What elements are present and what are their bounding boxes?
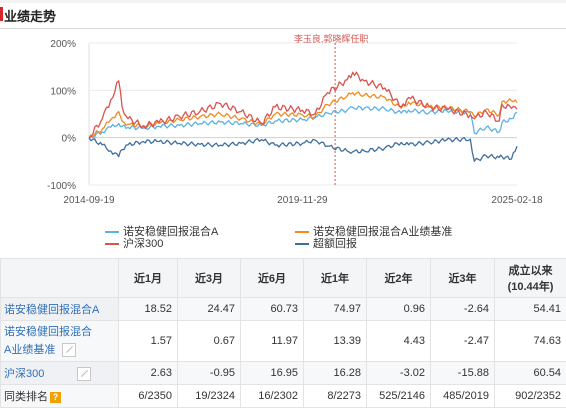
x-tick-label: 2019-11-29 <box>277 195 328 206</box>
legend-label-csi300: 沪深300 <box>123 238 163 250</box>
y-tick-label: -100% <box>47 181 76 192</box>
legend-swatch-csi300 <box>105 243 119 245</box>
table-cell: 74.97 <box>304 298 367 321</box>
table-cell: -15.88 <box>431 362 495 385</box>
table-cell: -3.02 <box>367 362 431 385</box>
header-1m[interactable]: 近1月 <box>119 259 178 298</box>
header-since-years: (10.44年) <box>500 278 561 294</box>
row-name-rank-label: 同类排名 <box>4 391 48 403</box>
row-name-csi300[interactable]: 沪深300 <box>1 362 119 385</box>
table-cell: 8/2273 <box>304 385 367 408</box>
row-name-benchmark-line1: 诺安稳健回报混合 <box>4 326 92 338</box>
table-cell: 525/2146 <box>367 385 431 408</box>
header-since-label: 成立以来 <box>500 262 561 278</box>
section-title: 业绩走势 <box>4 6 56 25</box>
table-header-row: 近1月 近3月 近6月 近1年 近2年 近3年 成立以来 (10.44年) <box>1 259 566 298</box>
legend-label-fund: 诺安稳健回报混合A <box>123 226 218 238</box>
manager-change-label: 李玉良,郭晓辉任职 <box>294 33 369 44</box>
table-corner-cell <box>1 259 119 298</box>
y-tick-label: 200% <box>50 39 76 50</box>
y-tick-label: 0% <box>62 134 77 145</box>
table-cell: 18.52 <box>119 298 178 321</box>
table-cell: -0.95 <box>178 362 241 385</box>
edit-index-icon[interactable] <box>77 367 91 381</box>
table-cell: 485/2019 <box>431 385 495 408</box>
legend-swatch-fund <box>105 231 119 233</box>
top-border <box>0 0 566 3</box>
table-cell: 19/2324 <box>178 385 241 408</box>
table-cell: 60.54 <box>495 362 566 385</box>
header-3m[interactable]: 近3月 <box>178 259 241 298</box>
chart-legend: 诺安稳健回报混合A 诺安稳健回报混合A业绩基准 沪深300 超额回报 <box>0 222 566 254</box>
legend-label-benchmark: 诺安稳健回报混合A业绩基准 <box>313 226 452 238</box>
table-cell: 24.47 <box>178 298 241 321</box>
series-line-2 <box>89 72 517 138</box>
legend-label-excess: 超额回报 <box>313 238 357 250</box>
table-cell: 16/2302 <box>241 385 304 408</box>
header-1y[interactable]: 近1年 <box>304 259 367 298</box>
table-row: 诺安稳健回报混合A 18.52 24.47 60.73 74.97 0.96 -… <box>1 298 566 321</box>
series-line-1 <box>89 92 517 138</box>
y-tick-label: 100% <box>50 86 76 97</box>
table-row: 沪深300 2.63 -0.95 16.95 16.28 -3.02 -15.8… <box>1 362 566 385</box>
series-line-3 <box>89 138 517 162</box>
table-cell: 6/2350 <box>119 385 178 408</box>
table-cell: 0.96 <box>367 298 431 321</box>
header-3y[interactable]: 近3年 <box>431 259 495 298</box>
row-name-fund[interactable]: 诺安稳健回报混合A <box>1 298 119 321</box>
row-name-benchmark[interactable]: 诺安稳健回报混合 A业绩基准 <box>1 321 119 362</box>
table-cell: 16.95 <box>241 362 304 385</box>
table-cell: 54.41 <box>495 298 566 321</box>
title-accent-bar <box>0 7 3 21</box>
table-cell: 13.39 <box>304 321 367 362</box>
table-cell: 16.28 <box>304 362 367 385</box>
row-name-csi300-label: 沪深300 <box>4 368 44 380</box>
row-name-rank: 同类排名? <box>1 385 119 408</box>
header-2y[interactable]: 近2年 <box>367 259 431 298</box>
row-name-benchmark-line2: A业绩基准 <box>4 344 55 356</box>
table-cell: 74.63 <box>495 321 566 362</box>
x-tick-label: 2014-09-19 <box>63 195 115 206</box>
x-tick-label: 2025-02-18 <box>491 195 543 206</box>
legend-swatch-excess <box>295 243 309 245</box>
table-cell: 1.57 <box>119 321 178 362</box>
edit-benchmark-icon[interactable] <box>62 343 76 357</box>
table-cell: -2.47 <box>431 321 495 362</box>
table-cell: 902/2352 <box>495 385 566 408</box>
table-row: 诺安稳健回报混合 A业绩基准 1.57 0.67 11.97 13.39 4.4… <box>1 321 566 362</box>
table-cell: 11.97 <box>241 321 304 362</box>
legend-swatch-benchmark <box>295 231 309 233</box>
table-cell: 0.67 <box>178 321 241 362</box>
table-cell: 4.43 <box>367 321 431 362</box>
performance-chart: 200% 100% 0% -100% 2014-09-19 2019-11-29 2025-… <box>0 30 566 220</box>
table-cell: -2.64 <box>431 298 495 321</box>
table-cell: 60.73 <box>241 298 304 321</box>
performance-table: 近1月 近3月 近6月 近1年 近2年 近3年 成立以来 (10.44年) 诺安… <box>0 258 566 408</box>
table-row: 同类排名? 6/2350 19/2324 16/2302 8/2273 525/… <box>1 385 566 408</box>
title-divider <box>0 28 566 29</box>
header-since-inception[interactable]: 成立以来 (10.44年) <box>495 259 566 298</box>
header-6m[interactable]: 近6月 <box>241 259 304 298</box>
table-cell: 2.63 <box>119 362 178 385</box>
